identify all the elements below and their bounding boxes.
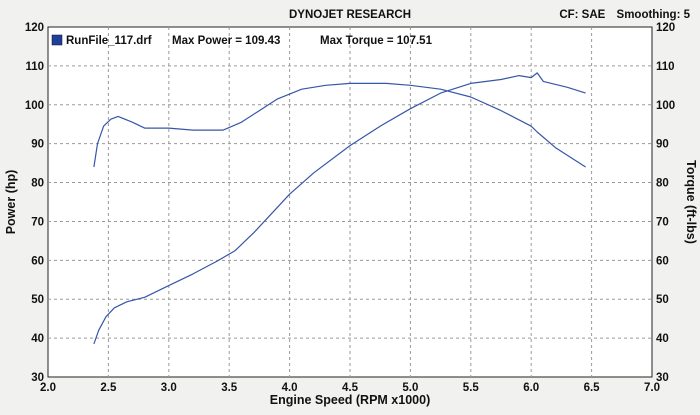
y-tick-labels-right: 30 40 50 60 70 80 90 100 110 120 (656, 22, 675, 384)
smoothing-level: Smoothing: 5 (616, 9, 690, 21)
y-tick-label-right: 50 (656, 294, 669, 306)
y-tick-label-right: 90 (656, 139, 669, 151)
series-line-power (93, 72, 586, 345)
x-axis-title: Engine Speed (RPM x1000) (270, 393, 430, 407)
header-settings: CF: SAE Smoothing: 5 (559, 9, 690, 21)
legend-swatch (51, 34, 63, 46)
x-tick-label: 5.0 (402, 382, 418, 394)
legend-max-torque: Max Torque = 107.51 (320, 35, 433, 47)
y-tick-label-right: 80 (656, 178, 669, 190)
x-tick-label: 3.0 (161, 382, 177, 394)
y-tick-label-left: 70 (31, 216, 44, 228)
y-tick-label-right: 30 (656, 372, 669, 384)
y-tick-label-left: 40 (31, 333, 44, 345)
y-tick-label-left: 60 (31, 255, 44, 267)
y-tick-label-right: 110 (656, 61, 675, 73)
x-tick-label: 2.0 (40, 382, 56, 394)
x-tick-labels: 2.0 2.5 3.0 3.5 4.0 4.5 5.0 5.5 6.0 6.5 7.0 (40, 382, 660, 394)
grid (48, 27, 652, 377)
y-tick-label-left: 110 (25, 61, 44, 73)
x-tick-label: 4.0 (282, 382, 298, 394)
legend-run-file: RunFile_117.drf (66, 35, 152, 47)
y-tick-label-left: 100 (25, 100, 44, 112)
legend-max-power: Max Power = 109.43 (172, 35, 280, 47)
legend: RunFile_117.drf Max Power = 109.43 Max T… (51, 34, 433, 47)
y-tick-label-left: 50 (31, 294, 44, 306)
y-tick-label-right: 40 (656, 333, 669, 345)
y-tick-labels-left: 30 40 50 60 70 80 90 100 110 120 (25, 22, 44, 384)
x-tick-label: 3.5 (221, 382, 238, 394)
series-layer (93, 72, 586, 345)
x-tick-label: 7.0 (644, 382, 660, 394)
y-axis-title-right: Torque (ft-lbs) (684, 160, 698, 244)
y-tick-label-left: 80 (31, 178, 44, 190)
x-tick-label: 6.5 (584, 382, 601, 394)
y-tick-label-left: 120 (25, 22, 44, 34)
series-line-torque (93, 82, 586, 168)
y-tick-label-right: 120 (656, 22, 675, 34)
y-tick-label-right: 100 (656, 100, 675, 112)
correction-factor: CF: SAE (559, 9, 606, 21)
y-tick-label-right: 60 (656, 255, 669, 267)
x-tick-label: 4.5 (342, 382, 359, 394)
x-tick-label: 2.5 (100, 382, 117, 394)
y-axis-title-left: Power (hp) (4, 170, 18, 235)
y-tick-label-left: 30 (31, 372, 44, 384)
x-tick-label: 6.0 (523, 382, 539, 394)
y-tick-label-left: 90 (31, 139, 44, 151)
y-tick-label-right: 70 (656, 216, 669, 228)
chart-title: DYNOJET RESEARCH (288, 9, 412, 21)
x-tick-label: 5.5 (463, 382, 480, 394)
